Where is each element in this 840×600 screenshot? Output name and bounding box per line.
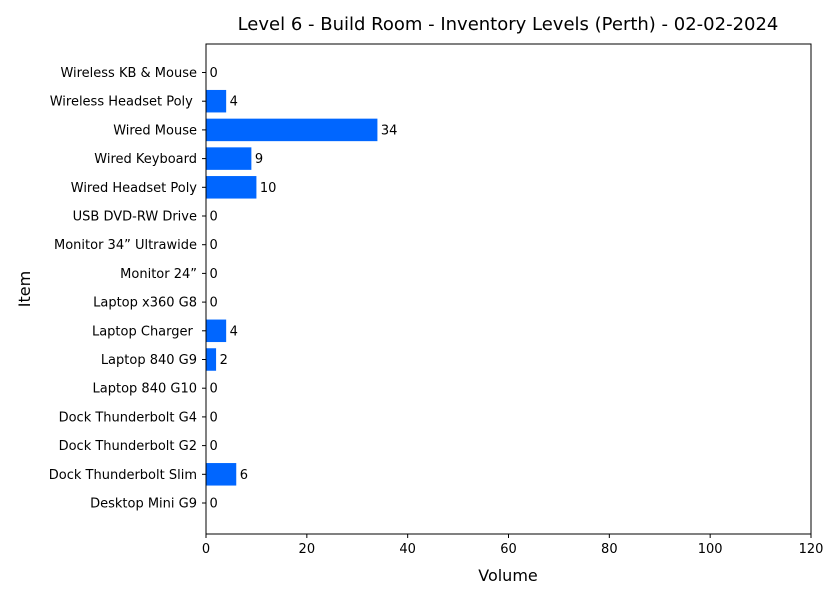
x-tick-label-120: 120: [799, 542, 824, 557]
data-label-wired-headset-poly: 10: [260, 181, 277, 196]
bar-wired-mouse: [206, 118, 378, 142]
bar-wired-keyboard: [206, 147, 252, 170]
bar-dock-thunderbolt-slim: [206, 463, 237, 486]
data-label-laptop-charger: 4: [230, 324, 238, 339]
chart-title: Level 6 - Build Room - Inventory Levels …: [238, 14, 779, 35]
y-tick-label-dock-thunderbolt-g4: Dock Thunderbolt G4: [59, 410, 197, 425]
y-tick-label-desktop-mini-g9: Desktop Mini G9: [90, 497, 197, 512]
data-label-wired-mouse: 34: [381, 123, 398, 138]
data-label-laptop-840-g10: 0: [210, 382, 218, 397]
data-label-dock-thunderbolt-g2: 0: [210, 439, 218, 454]
y-tick-label-laptop-x360-g8: Laptop x360 G8: [93, 296, 197, 311]
y-axis-title: Item: [15, 271, 34, 307]
x-axis-title: Volume: [478, 566, 538, 585]
data-label-laptop-840-g9: 2: [220, 353, 228, 368]
x-tick-label-20: 20: [299, 542, 316, 557]
data-label-dock-thunderbolt-g4: 0: [210, 410, 218, 425]
y-tick-label-laptop-840-g10: Laptop 840 G10: [93, 382, 197, 397]
x-axis-ticks: 0 20 40 60 80 100 120: [202, 534, 824, 557]
y-tick-label-wireless-kb-mouse: Wireless KB & Mouse: [60, 66, 197, 81]
bar-laptop-840-g9: [206, 348, 217, 371]
bar-wireless-headset-poly: [206, 89, 227, 113]
data-label-laptop-x360-g8: 0: [210, 296, 218, 311]
data-label-monitor-24: 0: [210, 267, 218, 282]
y-tick-label-wireless-headset-poly: Wireless Headset Poly: [50, 95, 197, 110]
data-label-monitor-34-ultrawide: 0: [210, 238, 218, 253]
data-label-dock-thunderbolt-slim: 6: [240, 468, 248, 483]
y-tick-label-dock-thunderbolt-g2: Dock Thunderbolt G2: [59, 439, 197, 454]
x-tick-label-40: 40: [399, 542, 416, 557]
bar-wired-headset-poly: [206, 176, 257, 199]
data-label-wireless-kb-mouse: 0: [210, 66, 218, 81]
y-tick-label-wired-headset-poly: Wired Headset Poly: [71, 181, 198, 196]
data-label-wireless-headset-poly: 4: [230, 95, 238, 110]
x-tick-label-80: 80: [601, 542, 618, 557]
y-axis-ticks: Desktop Mini G9 Dock Thunderbolt Slim Dock…: [49, 66, 206, 512]
bars-layer: [206, 89, 378, 486]
bar-laptop-charger: [206, 319, 227, 343]
y-tick-label-monitor-24: Monitor 24”: [120, 267, 197, 282]
data-label-usb-dvd-rw-drive: 0: [210, 210, 218, 225]
y-tick-label-wired-keyboard: Wired Keyboard: [94, 152, 197, 167]
y-tick-label-monitor-34-ultrawide: Monitor 34” Ultrawide: [54, 238, 197, 253]
y-tick-label-laptop-charger: Laptop Charger: [92, 324, 197, 339]
y-tick-label-dock-thunderbolt-slim: Dock Thunderbolt Slim: [49, 468, 197, 483]
y-tick-label-laptop-840-g9: Laptop 840 G9: [101, 353, 197, 368]
data-label-wired-keyboard: 9: [255, 152, 263, 167]
x-tick-label-0: 0: [202, 542, 210, 557]
y-tick-label-usb-dvd-rw-drive: USB DVD-RW Drive: [73, 210, 197, 225]
plot-area-frame: [205, 43, 812, 535]
y-tick-label-wired-mouse: Wired Mouse: [113, 123, 197, 138]
x-tick-label-100: 100: [698, 542, 723, 557]
x-tick-label-60: 60: [500, 542, 517, 557]
data-label-desktop-mini-g9: 0: [210, 497, 218, 512]
